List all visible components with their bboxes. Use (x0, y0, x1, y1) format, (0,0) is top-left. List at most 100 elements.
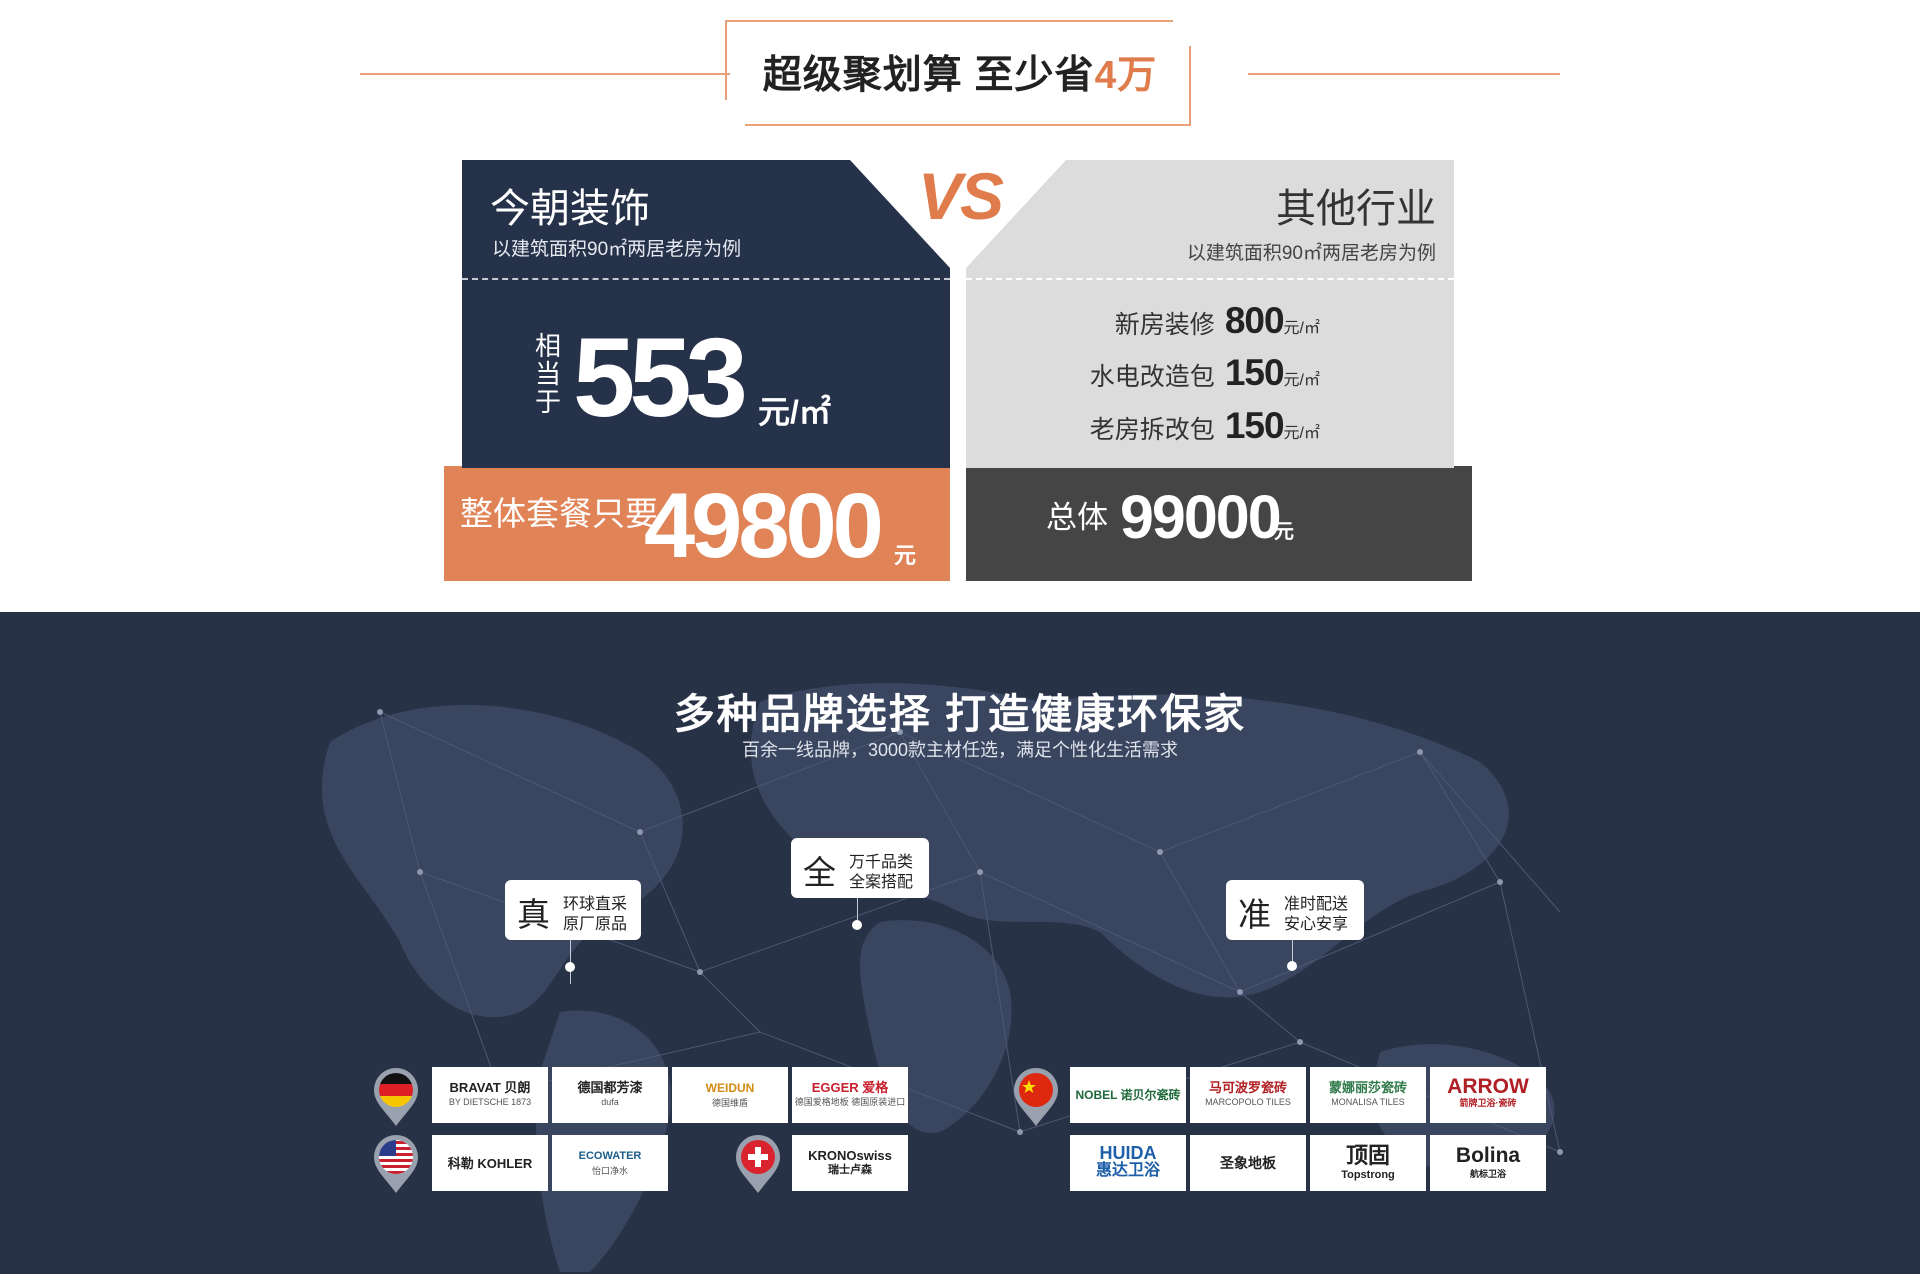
logo-sub: MONALISA TILES (1331, 1097, 1405, 1107)
brand-logo-dufa: 德国都芳漆 dufa (552, 1067, 668, 1123)
brand-logo-bravat: BRAVAT 贝朗 BY DIETSCHE 1873 (432, 1067, 548, 1123)
total-price: 99000 (1120, 483, 1282, 551)
band-tab-left (444, 466, 462, 470)
left-divider (462, 278, 950, 280)
brand-logo-kohler: 科勒 KOHLER (432, 1135, 548, 1191)
brand-logo-kronoswiss: KRONOswiss 瑞士卢森 (792, 1135, 908, 1191)
bubble-stem-punctual-line (1292, 940, 1293, 970)
logo-sub: 德国爱格地板 德国原装进口 (794, 1097, 906, 1107)
logo-name: BRAVAT 贝朗 (449, 1080, 531, 1095)
logo-name: 马可波罗瓷砖 (1208, 1080, 1287, 1095)
feature-bubble-line: 环球直采 (563, 896, 628, 913)
brand-logo-marcopolo: 马可波罗瓷砖 MARCOPOLO TILES (1190, 1067, 1306, 1123)
germany-flag-icon (374, 1068, 418, 1126)
brand-logo-huida: HUIDA 惠达卫浴 (1070, 1135, 1186, 1191)
logo-name: ARROW (1447, 1075, 1529, 1098)
logo-name: NOBEL 诺贝尔瓷砖 (1075, 1088, 1181, 1102)
total-price-band (966, 468, 1472, 581)
brand-logo-topstrong: 顶固 Topstrong (1310, 1135, 1426, 1191)
right-card-notch (966, 160, 1066, 268)
feature-bubble-line: 安心安享 (1284, 916, 1349, 933)
logo-name: 科勒 KOHLER (447, 1155, 533, 1171)
left-note: 以建筑面积90㎡两居老房为例 (492, 239, 742, 260)
left-card-notch (850, 160, 950, 268)
right-brand-name: 其他行业 (1276, 187, 1436, 231)
feature-bubble-line: 万千品类 (849, 854, 914, 871)
banner-frame (725, 20, 1191, 126)
feature-bubble-char: 准 (1238, 896, 1271, 933)
map-marker-dot (1287, 961, 1297, 971)
right-row: 新房装修 800元/㎡ (1000, 300, 1320, 342)
right-row-value: 800 (1224, 300, 1285, 341)
right-row-label: 新房装修 (1114, 311, 1215, 339)
brand-logo-monalisa: 蒙娜丽莎瓷砖 MONALISA TILES (1310, 1067, 1426, 1123)
banner-title: 超级聚划算 至少省4万 (745, 44, 1175, 100)
feature-bubble-char: 全 (803, 854, 836, 891)
map-marker-dot (565, 962, 575, 972)
banner-title-main: 超级聚划算 至少省 (762, 54, 1095, 97)
logo-name: 顶固 (1345, 1142, 1390, 1168)
brand-section-title: 多种品牌选择 打造健康环保家 (673, 691, 1247, 737)
banner-rule-right (1248, 73, 1560, 75)
package-price: 49800 (644, 475, 884, 577)
brand-logo-shengxiang: 圣象地板 (1190, 1135, 1306, 1191)
brand-logo-egger: EGGER 爱格 德国爱格地板 德国原装进口 (792, 1067, 908, 1123)
equiv-char: 于 (534, 387, 561, 417)
feature-bubble-genuine: 真 环球直采 原厂原品 (505, 880, 641, 940)
equiv-char: 当 (534, 359, 561, 389)
package-label: 整体套餐只要 (460, 495, 658, 532)
right-row-value: 150 (1224, 405, 1285, 446)
banner-title-highlight: 4万 (1094, 54, 1158, 97)
feature-bubble-line: 原厂原品 (563, 916, 628, 933)
logo-name: 圣象地板 (1220, 1154, 1276, 1171)
right-row: 水电改造包 150元/㎡ (1000, 352, 1320, 394)
right-row-unit: 元/㎡ (1283, 320, 1320, 337)
vs-label: VS (917, 159, 1004, 233)
right-row-label: 老房拆改包 (1089, 416, 1215, 444)
right-row-label: 水电改造包 (1089, 363, 1215, 391)
logo-name: HUIDA (1099, 1143, 1157, 1163)
logo-sub: 航标卫浴 (1469, 1168, 1506, 1179)
package-unit: 元 (894, 543, 917, 568)
brand-logo-bolina: Bolina 航标卫浴 (1430, 1135, 1546, 1191)
right-row-value: 150 (1224, 352, 1285, 393)
left-unit-price-unit: 元/㎡ (758, 394, 831, 430)
total-label: 总体 (1046, 500, 1108, 535)
logo-sub: dufa (601, 1097, 619, 1107)
equiv-char: 相 (534, 331, 561, 361)
logo-sub: 瑞士卢森 (828, 1164, 872, 1176)
feature-bubble-line: 全案搭配 (849, 874, 914, 891)
banner-rule-left (360, 73, 730, 75)
logo-name: KRONOswiss (808, 1148, 892, 1163)
logo-sub: 德国维盾 (711, 1097, 748, 1108)
brand-logo-weidun: WEIDUN 德国维盾 (672, 1067, 788, 1123)
equiv-label: 相 当 于 (533, 332, 563, 416)
logo-sub: MARCOPOLO TILES (1205, 1097, 1291, 1107)
logo-name: WEIDUN (705, 1080, 755, 1095)
feature-bubble-punctual: 准 准时配送 安心安享 (1226, 880, 1364, 940)
brand-logo-ecowater: ECOWATER 怡口净水 (552, 1135, 668, 1191)
logo-sub: 惠达卫浴 (1095, 1162, 1160, 1179)
logo-name: Bolina (1455, 1143, 1521, 1167)
brand-logo-arrow: ARROW 箭牌卫浴·瓷砖 (1430, 1067, 1546, 1123)
total-unit: 元 (1274, 521, 1294, 543)
right-row: 老房拆改包 150元/㎡ (1000, 405, 1320, 447)
map-marker-dot (852, 920, 862, 930)
china-flag-icon (1014, 1068, 1058, 1126)
left-unit-price: 553 (573, 315, 748, 440)
right-row-unit: 元/㎡ (1283, 372, 1320, 389)
bubble-stem-complete-line (857, 898, 858, 928)
band-tab-right (1454, 466, 1472, 470)
feature-bubble-char: 真 (517, 896, 550, 933)
switzerland-flag-icon (736, 1135, 780, 1193)
brand-logo-nobel: NOBEL 诺贝尔瓷砖 (1070, 1067, 1186, 1123)
logo-sub: 怡口净水 (591, 1166, 628, 1176)
feature-bubble-line: 准时配送 (1284, 896, 1349, 913)
logo-sub: 箭牌卫浴·瓷砖 (1459, 1098, 1517, 1108)
logo-sub: BY DIETSCHE 1873 (448, 1097, 532, 1107)
logo-name: ECOWATER (578, 1150, 642, 1162)
logo-sub: Topstrong (1341, 1168, 1395, 1181)
right-note: 以建筑面积90㎡两居老房为例 (1186, 243, 1436, 264)
logo-name: 德国都芳漆 (577, 1080, 643, 1095)
feature-bubble-complete: 全 万千品类 全案搭配 (791, 838, 929, 898)
